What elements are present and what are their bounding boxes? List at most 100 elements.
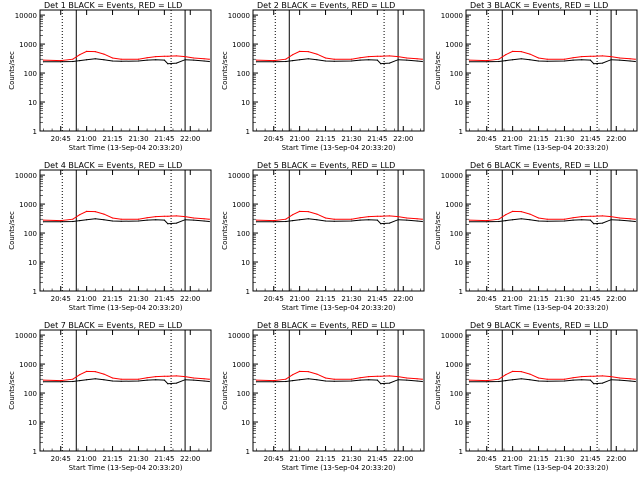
data-point-lld bbox=[299, 210, 301, 212]
data-point-events bbox=[486, 221, 488, 223]
x-tick-label: 21:00 bbox=[503, 295, 523, 303]
x-tick-label: 21:30 bbox=[341, 295, 361, 303]
x-tick-label: 20:45 bbox=[477, 455, 497, 463]
series-line-lld bbox=[256, 50, 423, 62]
data-point-events bbox=[163, 219, 165, 221]
data-point-lld bbox=[255, 219, 258, 221]
data-point-events bbox=[316, 59, 318, 61]
x-tick-label: 21:30 bbox=[554, 455, 574, 463]
data-point-events bbox=[324, 220, 327, 222]
data-point-lld bbox=[388, 55, 391, 57]
panel-6: Det 6 BLACK = Events, RED = LLD 1 10 100 100… bbox=[434, 161, 638, 312]
data-point-lld bbox=[120, 58, 122, 60]
data-point-lld bbox=[619, 217, 621, 219]
data-point-lld bbox=[529, 213, 531, 215]
data-point-events bbox=[468, 61, 471, 63]
data-point-lld bbox=[498, 218, 500, 220]
data-point-events bbox=[255, 381, 258, 383]
y-tick-label: 100 bbox=[237, 390, 250, 398]
data-point-lld bbox=[406, 377, 408, 379]
data-point-events bbox=[285, 60, 287, 63]
data-point-lld bbox=[292, 54, 294, 56]
axes-frame bbox=[465, 9, 638, 132]
data-point-events bbox=[468, 381, 471, 383]
data-point-events bbox=[137, 60, 140, 62]
data-point-lld bbox=[208, 378, 210, 380]
data-point-events bbox=[324, 380, 327, 382]
x-tick-label: 21:30 bbox=[128, 135, 148, 143]
y-axis-label: Counts/sec bbox=[8, 51, 16, 90]
data-point-events bbox=[42, 221, 45, 223]
y-tick-label: 10000 bbox=[441, 332, 463, 340]
data-point-events bbox=[520, 58, 522, 60]
data-point-events bbox=[193, 59, 195, 61]
data-point-lld bbox=[146, 377, 148, 379]
data-point-lld bbox=[193, 217, 195, 219]
x-tick-label: 21:15 bbox=[102, 455, 122, 463]
data-point-events bbox=[589, 379, 592, 381]
data-point-events bbox=[610, 219, 612, 221]
series-line-lld bbox=[469, 50, 636, 62]
x-tick-label: 21:00 bbox=[290, 135, 310, 143]
y-tick-label: 100 bbox=[237, 70, 250, 78]
y-tick-label: 1000 bbox=[445, 361, 463, 369]
data-point-events bbox=[167, 63, 169, 65]
x-tick-label: 20:45 bbox=[264, 455, 284, 463]
axes-frame bbox=[252, 329, 425, 452]
data-point-events bbox=[406, 379, 408, 381]
panel-7: Det 7 BLACK = Events, RED = LLD 1 10 100 100… bbox=[8, 321, 212, 472]
data-point-lld bbox=[511, 370, 514, 372]
data-point-lld bbox=[397, 376, 399, 378]
y-axis-label: Counts/sec bbox=[8, 371, 16, 410]
y-tick-label: 10 bbox=[28, 259, 37, 267]
data-point-lld bbox=[285, 378, 287, 380]
data-point-events bbox=[167, 223, 169, 225]
x-axis-label: Start Time (13-Sep-04 20:33:20) bbox=[282, 304, 396, 312]
data-point-events bbox=[368, 379, 370, 381]
data-point-events bbox=[193, 219, 195, 221]
x-tick-label: 21:45 bbox=[154, 455, 174, 463]
data-point-lld bbox=[468, 59, 471, 61]
data-point-events bbox=[589, 219, 592, 221]
data-point-lld bbox=[368, 56, 370, 58]
x-tick-label: 21:15 bbox=[528, 455, 548, 463]
x-tick-label: 21:15 bbox=[315, 295, 335, 303]
data-point-lld bbox=[520, 371, 522, 373]
data-point-events bbox=[359, 59, 361, 61]
data-point-events bbox=[208, 220, 210, 223]
data-point-lld bbox=[520, 211, 522, 213]
y-tick-label: 100 bbox=[450, 390, 463, 398]
data-point-events bbox=[299, 59, 301, 61]
data-point-events bbox=[581, 219, 583, 221]
data-point-lld bbox=[273, 220, 275, 222]
series-line-lld bbox=[469, 210, 636, 222]
data-point-lld bbox=[388, 375, 391, 377]
panel-title: Det 1 BLACK = Events, RED = LLD bbox=[44, 1, 182, 10]
data-point-lld bbox=[498, 378, 500, 380]
data-point-lld bbox=[601, 215, 604, 217]
y-tick-label: 1 bbox=[33, 448, 37, 456]
data-point-events bbox=[397, 219, 399, 221]
data-point-events bbox=[498, 60, 500, 63]
data-point-events bbox=[307, 58, 309, 60]
data-point-events bbox=[203, 60, 205, 62]
data-point-events bbox=[146, 219, 148, 221]
data-point-events bbox=[520, 218, 522, 220]
data-point-lld bbox=[563, 378, 566, 380]
data-point-events bbox=[60, 221, 62, 223]
data-point-events bbox=[137, 220, 140, 222]
data-point-events bbox=[634, 220, 636, 223]
data-point-lld bbox=[581, 376, 583, 378]
data-point-lld bbox=[155, 216, 157, 218]
data-point-lld bbox=[486, 220, 488, 222]
data-point-lld bbox=[163, 375, 165, 377]
y-tick-label: 1000 bbox=[19, 201, 37, 209]
panel-title: Det 2 BLACK = Events, RED = LLD bbox=[257, 1, 395, 10]
data-point-lld bbox=[60, 60, 62, 62]
data-point-lld bbox=[380, 375, 382, 377]
x-tick-label: 20:45 bbox=[264, 135, 284, 143]
data-point-lld bbox=[629, 378, 631, 380]
data-point-events bbox=[619, 219, 621, 221]
data-point-events bbox=[111, 380, 114, 382]
axes-frame bbox=[39, 169, 212, 292]
